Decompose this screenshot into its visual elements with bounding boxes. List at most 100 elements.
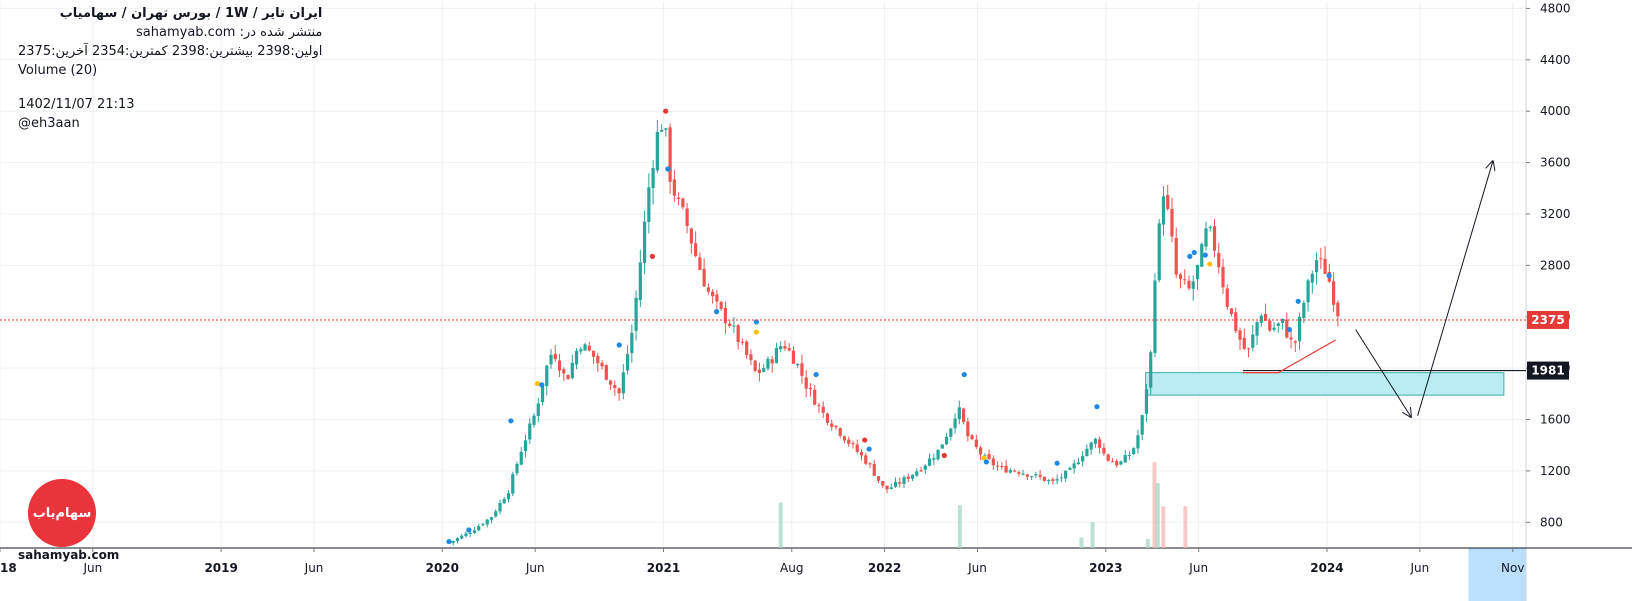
candle-body (1059, 477, 1063, 479)
candle-body (881, 481, 885, 486)
candle-body (536, 403, 540, 417)
volume-bar (1090, 522, 1095, 548)
candle-body (723, 307, 728, 324)
candle-body (893, 481, 898, 487)
candle-body (868, 463, 872, 465)
candle-body (540, 385, 545, 403)
candle-body (1136, 435, 1140, 449)
y-tick-label: 800 (1540, 515, 1563, 529)
x-tick-label: Nov (1501, 561, 1524, 575)
candle-body (1280, 318, 1285, 323)
candle-body (966, 421, 970, 437)
x-tick-label: 2018 (0, 561, 17, 575)
candle-body (1051, 479, 1055, 481)
candle-body (1166, 195, 1170, 209)
candle-body (1314, 260, 1319, 273)
timestamp: 1402/11/07 21:13 (18, 97, 135, 112)
signal-marker (1187, 253, 1193, 259)
signal-marker (665, 166, 671, 172)
candle-body (940, 444, 944, 449)
candle-body (515, 463, 519, 474)
candle-body (1272, 327, 1276, 330)
candle-body (804, 377, 808, 389)
candle-body (549, 354, 553, 365)
y-tick-label: 1600 (1540, 413, 1571, 427)
candle-body (587, 345, 591, 351)
candle-body (1089, 442, 1093, 450)
candle-body (1021, 473, 1025, 475)
y-tick-label: 4800 (1540, 1, 1571, 15)
candle-body (1289, 337, 1293, 340)
candle-body (1034, 474, 1038, 476)
candle-body (842, 436, 847, 441)
candle-body (838, 428, 842, 436)
watermark-site: sahamyab.com (18, 548, 120, 562)
candle-body (630, 332, 634, 354)
signal-marker (1286, 327, 1292, 333)
candle-body (906, 476, 910, 479)
candle-body (502, 499, 506, 504)
candle-body (779, 346, 783, 350)
candle-body (1123, 455, 1127, 463)
candle-body (932, 458, 936, 460)
candle-body (787, 348, 791, 351)
candle-body (766, 358, 770, 369)
candle-body (1042, 476, 1046, 481)
candle-body (1323, 258, 1327, 274)
candle-body (1013, 470, 1017, 472)
y-tick-label: 4000 (1540, 104, 1571, 118)
candle-body (1302, 302, 1306, 319)
candle-body (668, 127, 672, 182)
x-tick-label: 2021 (647, 561, 680, 575)
x-tick-label: Jun (1409, 561, 1429, 575)
time-range-highlight (1468, 548, 1526, 601)
candle-body (468, 532, 472, 534)
candle-body (1310, 273, 1314, 283)
candle-body (489, 517, 494, 520)
signal-marker (753, 319, 759, 325)
candle-body (872, 463, 876, 476)
signal-marker (649, 253, 656, 259)
candle-body (800, 363, 804, 376)
candle-body (1191, 281, 1195, 289)
candle-body (1055, 479, 1059, 481)
candle-body (1212, 226, 1217, 251)
candle-body (532, 415, 536, 425)
candle-body (1004, 465, 1008, 473)
candle-body (1153, 280, 1157, 353)
candle-body (1276, 323, 1280, 326)
candle-body (719, 301, 723, 309)
candle-body (1195, 265, 1200, 280)
candle-body (451, 540, 455, 543)
candle-body (825, 413, 830, 423)
candle-body (651, 168, 655, 189)
signal-marker (961, 371, 967, 378)
candle-body (642, 221, 647, 263)
volume-label: Volume (20) (18, 63, 98, 78)
candle-body (1170, 208, 1174, 237)
candle-body (455, 538, 460, 541)
x-tick-label: 2024 (1310, 561, 1343, 575)
y-tick-label: 2800 (1540, 258, 1571, 272)
candle-body (604, 365, 608, 380)
signal-marker (1191, 249, 1197, 256)
signal-marker (466, 527, 472, 533)
candle-body (1331, 281, 1336, 305)
candle-body (821, 406, 825, 413)
candle-body (991, 458, 995, 466)
signal-marker (1207, 261, 1213, 267)
candle-body (910, 474, 915, 479)
candle-body (902, 477, 906, 484)
candle-body (1259, 315, 1263, 323)
candle-body (1102, 447, 1106, 454)
candle-body (796, 363, 800, 366)
candle-body (519, 451, 523, 465)
candle-body (485, 519, 489, 525)
candle-body (1217, 252, 1221, 268)
candle-body (736, 325, 740, 343)
volume-bar (957, 505, 962, 548)
candle-body (579, 349, 583, 352)
candle-body (923, 465, 927, 470)
candle-body (1234, 312, 1238, 332)
